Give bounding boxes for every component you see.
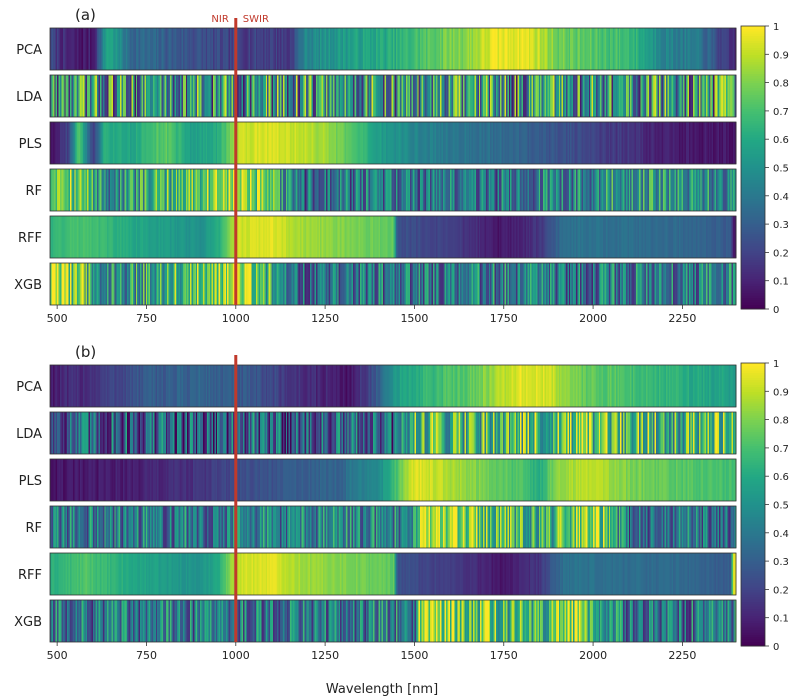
colorbar-tick-label: 1: [773, 359, 779, 370]
x-tick-label: 2250: [668, 649, 696, 662]
x-tick-label: 1250: [311, 312, 339, 325]
row-label: RF: [25, 184, 42, 199]
x-tick-label: 1250: [311, 649, 339, 662]
marker-label-left: NIR: [211, 14, 228, 25]
heat-row-rff: [49, 552, 737, 596]
marker-label-right: SWIR: [243, 14, 269, 25]
colorbar: [740, 25, 766, 310]
heat-row-rff: [49, 215, 737, 259]
x-tick-label: 2000: [579, 649, 607, 662]
row-frame: [49, 505, 737, 549]
x-tick-label: 750: [136, 312, 157, 325]
row-frame: [49, 168, 737, 212]
colorbar-tick-label: 0.8: [773, 416, 789, 427]
row-label: PCA: [16, 380, 42, 395]
colorbar-tick-label: 0.4: [773, 529, 789, 540]
colorbar-tick-label: 0.9: [773, 387, 789, 398]
row-label: XGB: [14, 615, 42, 630]
colorbar-tick-label: 0.3: [773, 557, 789, 568]
colorbar-tick-label: 0.6: [773, 135, 789, 146]
colorbar-tick-label: 0: [773, 305, 779, 316]
x-tick-label: 1500: [400, 312, 428, 325]
colorbar-tick-label: 0.6: [773, 472, 789, 483]
x-tick-label: 1500: [400, 649, 428, 662]
x-axis-label: Wavelength [nm]: [326, 682, 438, 697]
heat-row-xgb: [49, 599, 737, 643]
row-label: XGB: [14, 278, 42, 293]
heat-row-rf: [49, 505, 737, 549]
row-label: PLS: [19, 137, 42, 152]
panel-label: (a): [75, 6, 96, 24]
x-tick-label: 1000: [222, 649, 250, 662]
row-frame: [49, 74, 737, 118]
colorbar-tick-label: 0.5: [773, 501, 789, 512]
row-label: LDA: [16, 90, 42, 105]
heat-row-pca: [49, 364, 737, 408]
heat-row-xgb: [49, 262, 737, 306]
row-label: RF: [25, 521, 42, 536]
colorbar-tick-label: 0.4: [773, 192, 789, 203]
colorbar-tick-label: 0.5: [773, 164, 789, 175]
colorbar-tick-label: 0.8: [773, 79, 789, 90]
row-frame: [49, 458, 737, 502]
colorbar-tick-label: 1: [773, 22, 779, 33]
colorbar-tick-label: 0.2: [773, 585, 789, 596]
row-label: PLS: [19, 474, 42, 489]
row-frame: [49, 599, 737, 643]
row-label: LDA: [16, 427, 42, 442]
heat-row-pls: [49, 458, 737, 502]
panel-a: (a) PCA LDA PLS RF RFF XGB NIR SWIR 500 750 1000 125…: [14, 6, 789, 325]
row-frame: [49, 364, 737, 408]
colorbar-tick-label: 0.1: [773, 614, 789, 625]
x-tick-label: 2250: [668, 312, 696, 325]
colorbar-tick-label: 0.7: [773, 107, 789, 118]
colorbar-tick-label: 0: [773, 642, 779, 653]
panel-b: (b) PCA LDA PLS RF RFF XGB 500 750 1000 1250 1500 17…: [14, 343, 789, 662]
colorbar-tick-label: 0.3: [773, 220, 789, 231]
row-frame: [49, 411, 737, 455]
panel-label: (b): [75, 343, 96, 361]
colorbar-tick-label: 0.7: [773, 444, 789, 455]
x-tick-label: 1000: [222, 312, 250, 325]
row-frame: [49, 552, 737, 596]
colorbar-tick-label: 0.9: [773, 50, 789, 61]
x-tick-label: 500: [47, 649, 68, 662]
heat-row-pca: [49, 27, 737, 71]
row-frame: [49, 215, 737, 259]
heat-row-lda: [49, 74, 737, 118]
x-tick-label: 1750: [490, 649, 518, 662]
row-label: RFF: [18, 231, 42, 246]
colorbar-tick-label: 0.2: [773, 248, 789, 259]
colorbar: [740, 362, 766, 647]
heat-row-lda: [49, 411, 737, 455]
heat-row-pls: [49, 121, 737, 165]
row-frame: [49, 121, 737, 165]
row-label: PCA: [16, 43, 42, 58]
colorbar-tick-label: 0.1: [773, 277, 789, 288]
row-frame: [49, 262, 737, 306]
heat-row-rf: [49, 168, 737, 212]
x-tick-label: 1750: [490, 312, 518, 325]
row-label: RFF: [18, 568, 42, 583]
x-tick-label: 750: [136, 649, 157, 662]
row-frame: [49, 27, 737, 71]
x-tick-label: 500: [47, 312, 68, 325]
x-tick-label: 2000: [579, 312, 607, 325]
